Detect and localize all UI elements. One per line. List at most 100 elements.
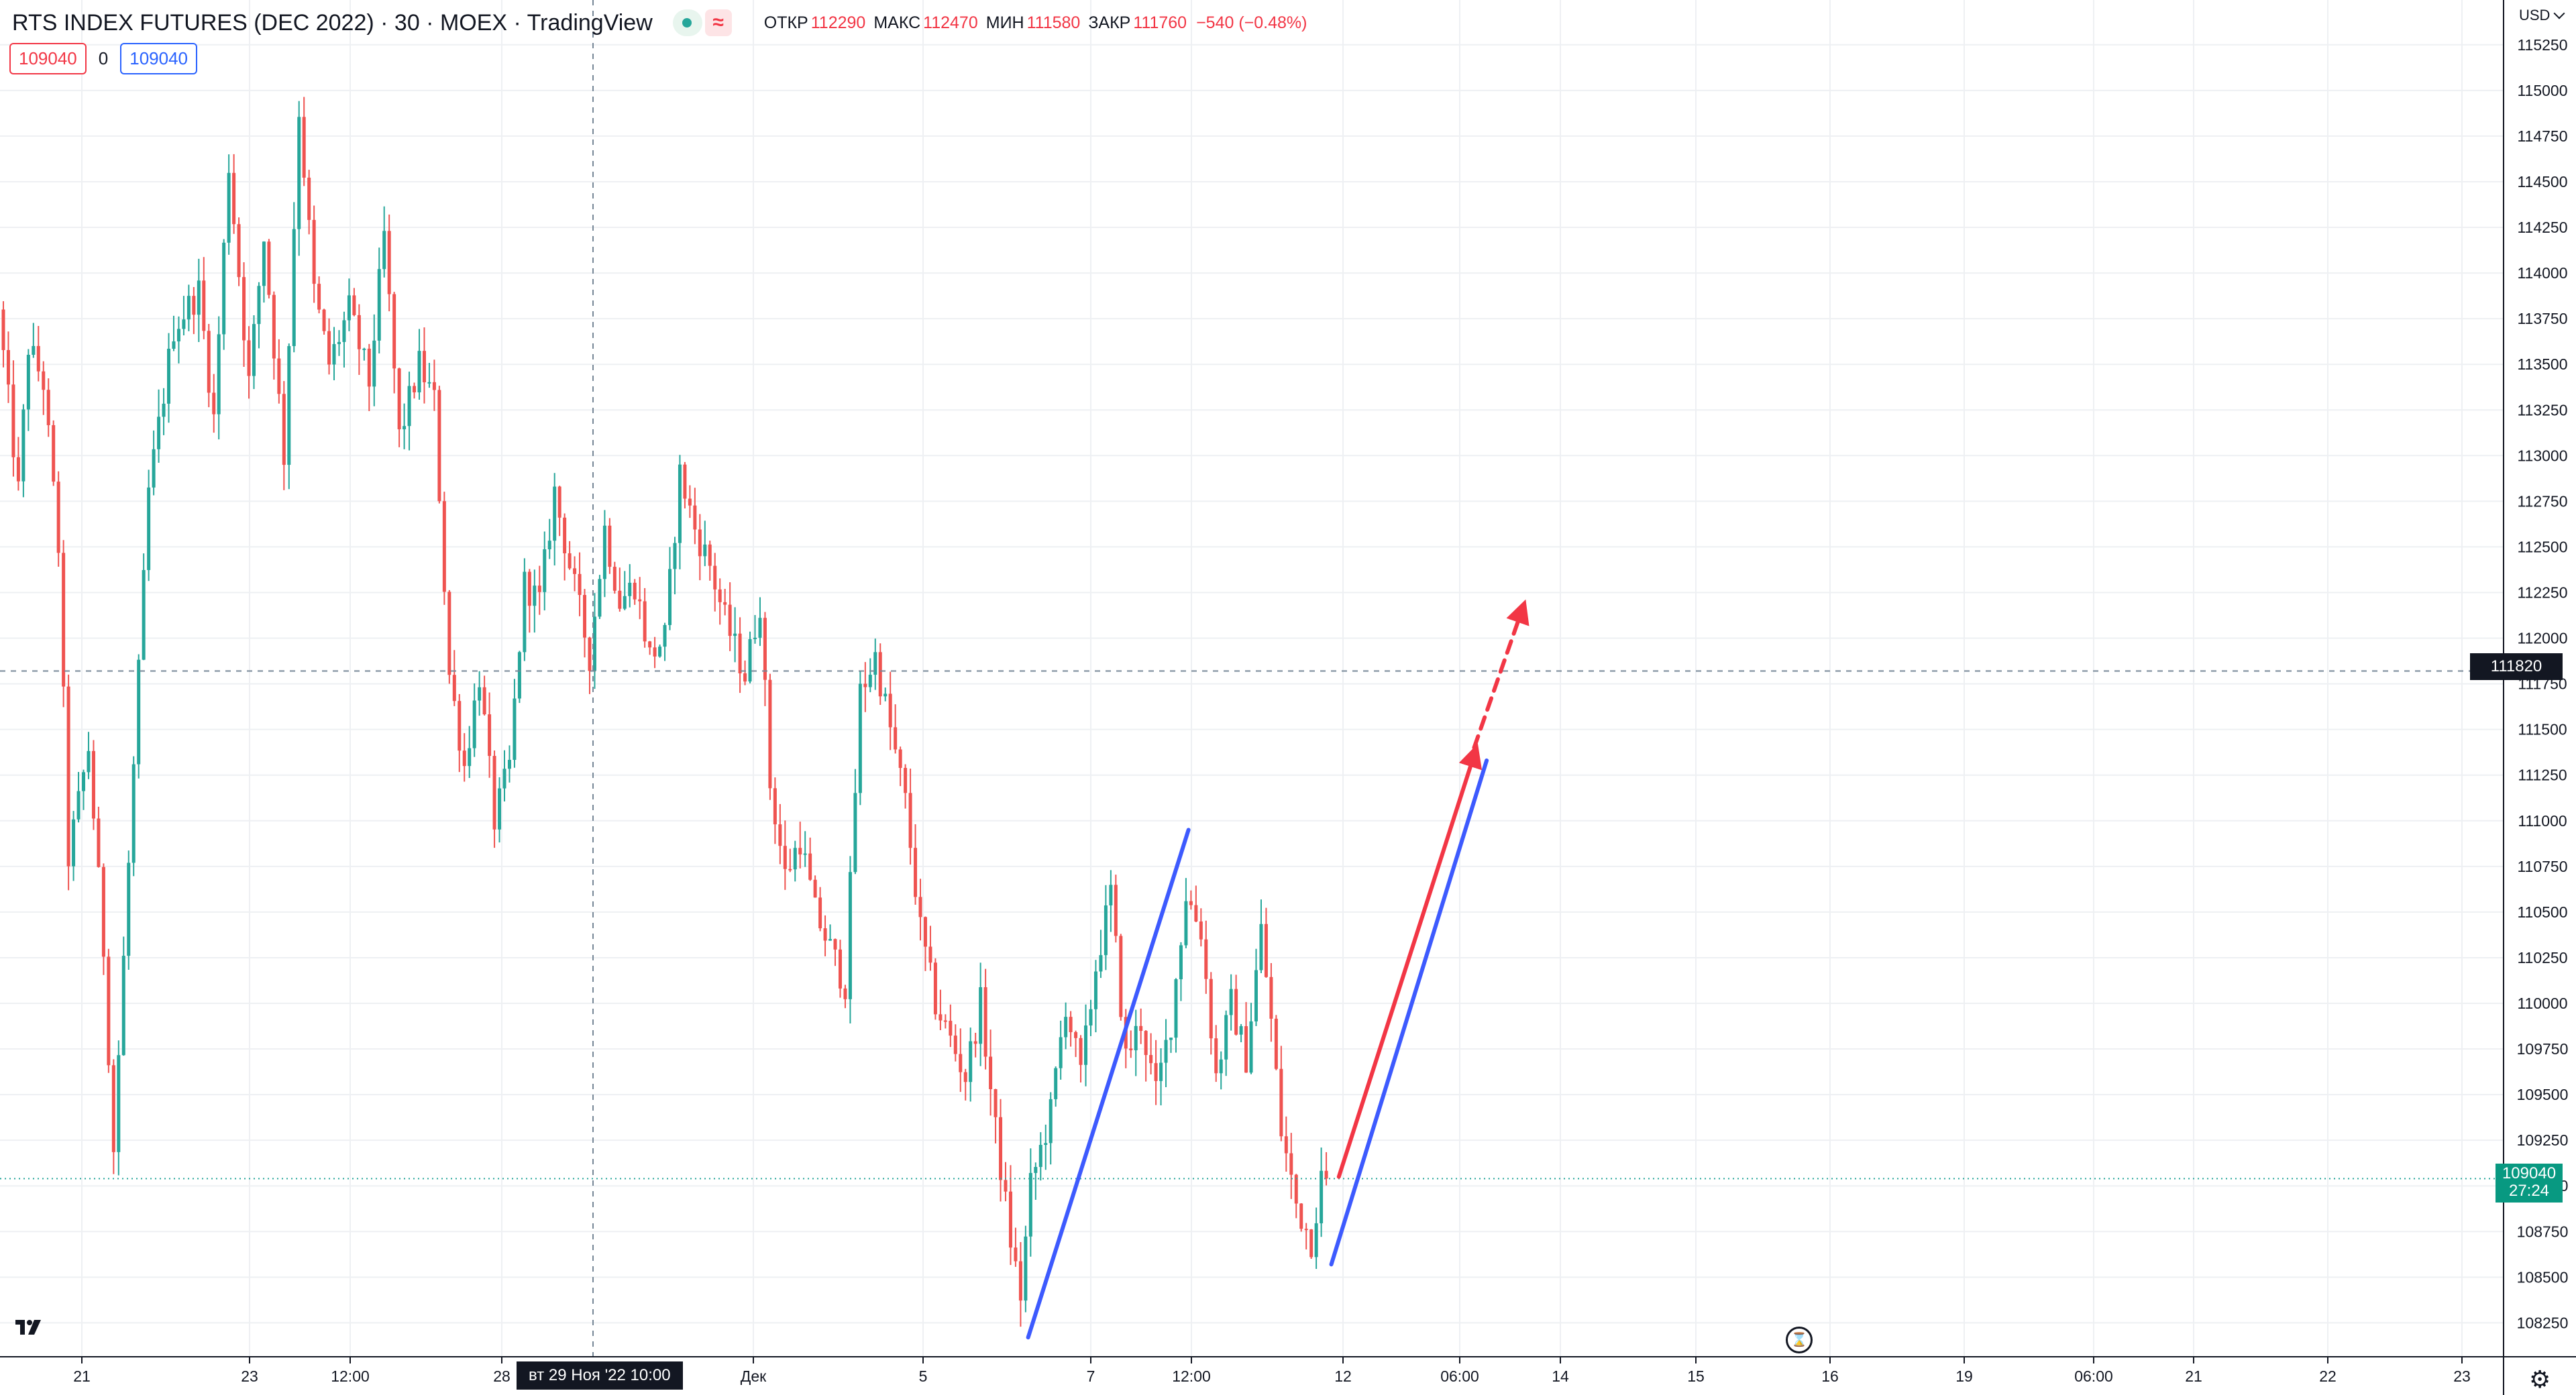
y-tick-label: 112000	[2517, 630, 2567, 647]
y-tick-label: 112750	[2517, 492, 2567, 510]
candle-body	[763, 618, 767, 680]
candle-body	[1304, 1229, 1308, 1231]
candle-body	[172, 341, 176, 349]
candle-body	[973, 1041, 977, 1044]
candle-body	[953, 1036, 957, 1054]
candle-body	[578, 573, 582, 596]
x-tick-label: 23	[241, 1368, 258, 1385]
high-value: 112470	[923, 13, 978, 32]
drawings[interactable]	[1026, 599, 1529, 1340]
y-tick-label: 113000	[2517, 447, 2567, 464]
candle-body	[1189, 901, 1193, 905]
candle-body	[332, 344, 336, 365]
candle-body	[1239, 1026, 1243, 1035]
approx-data-icon[interactable]: ≈	[704, 9, 732, 36]
currency-select[interactable]: USD	[2519, 7, 2563, 24]
candle-body	[1099, 955, 1103, 972]
open-value: 112290	[810, 13, 866, 32]
candle-body	[312, 219, 316, 284]
y-tick-label: 114000	[2517, 264, 2567, 282]
candle-body	[382, 231, 386, 270]
candle-body	[753, 637, 757, 639]
candle-body	[217, 334, 221, 414]
candle-body	[207, 331, 211, 393]
gear-icon[interactable]: ⚙	[2529, 1365, 2551, 1393]
candle-body	[1114, 885, 1118, 936]
symbol-title[interactable]: RTS INDEX FUTURES (DEC 2022) · 30 · MOEX…	[12, 9, 653, 36]
order-panel: 109040 0 109040	[9, 43, 197, 74]
candle-body	[342, 320, 346, 342]
x-tick-label: 21	[2185, 1368, 2202, 1385]
candle-body	[543, 549, 547, 592]
candle-body	[1209, 979, 1213, 1039]
candle-body	[478, 687, 482, 701]
candle-body	[828, 939, 833, 941]
candle-body	[197, 280, 201, 315]
candle-body	[32, 345, 36, 355]
candle-body	[1184, 901, 1188, 946]
candle-body	[1044, 1143, 1048, 1146]
candle-body	[1169, 1038, 1173, 1040]
candle-body	[277, 358, 281, 394]
candle-body	[52, 425, 56, 482]
candle-body	[612, 567, 616, 591]
candle-body	[212, 392, 216, 414]
candle-body	[1004, 1180, 1008, 1192]
candle-body	[1179, 945, 1183, 980]
candle-body	[547, 541, 551, 549]
candle-body	[983, 987, 987, 1057]
y-tick-label: 114250	[2517, 219, 2567, 236]
buy-button[interactable]: 109040	[120, 43, 197, 74]
candle-body	[1069, 1017, 1073, 1032]
candle-body	[142, 569, 146, 660]
last-price-value: 109040	[2502, 1164, 2557, 1182]
y-tick-label: 110500	[2517, 903, 2567, 921]
y-tick-label: 114500	[2517, 173, 2567, 190]
replay-icon[interactable]: ⌛	[1786, 1327, 1813, 1353]
candle-body	[472, 700, 476, 748]
candle-body	[598, 579, 602, 617]
candle-body	[588, 637, 592, 671]
y-tick-label: 115000	[2517, 82, 2567, 99]
tradingview-logo-icon[interactable]	[12, 1312, 50, 1343]
y-tick-label: 110000	[2517, 995, 2567, 1012]
candle-body	[131, 764, 136, 863]
market-status-icon[interactable]	[672, 9, 702, 36]
candle-body	[693, 505, 697, 530]
candle-body	[1109, 885, 1113, 906]
candle-body	[602, 525, 606, 579]
candle-body	[1064, 1017, 1068, 1038]
candle-body	[557, 486, 561, 518]
candle-body	[928, 946, 932, 963]
candle-body	[367, 348, 371, 387]
candle-body	[402, 426, 407, 430]
candle-body	[1018, 1261, 1022, 1301]
candle-body	[858, 683, 862, 793]
candle-body	[422, 351, 426, 383]
currency-label: USD	[2519, 7, 2551, 23]
sell-button[interactable]: 109040	[9, 43, 87, 74]
candle-body	[1259, 924, 1263, 970]
candle-body	[1214, 1038, 1218, 1074]
candle-body	[272, 294, 276, 359]
candle-body	[36, 345, 40, 372]
candle-body	[307, 177, 311, 220]
candle-body	[1229, 989, 1233, 1015]
crosshair-price-label: 111820	[2470, 653, 2563, 680]
candle-body	[387, 231, 391, 294]
candle-body	[66, 686, 70, 867]
candle-body	[1194, 905, 1198, 922]
y-tick-label: 113250	[2517, 401, 2567, 418]
candle-body	[949, 1021, 953, 1036]
candle-body	[1254, 970, 1258, 1021]
candle-body	[62, 553, 66, 687]
candle-body	[1149, 1055, 1153, 1064]
x-tick-label: 12:00	[331, 1368, 370, 1385]
x-tick-label: 06:00	[1440, 1368, 1479, 1385]
y-tick-label: 110250	[2517, 949, 2567, 966]
candle-body	[1224, 1015, 1228, 1060]
candle-body	[663, 624, 667, 647]
